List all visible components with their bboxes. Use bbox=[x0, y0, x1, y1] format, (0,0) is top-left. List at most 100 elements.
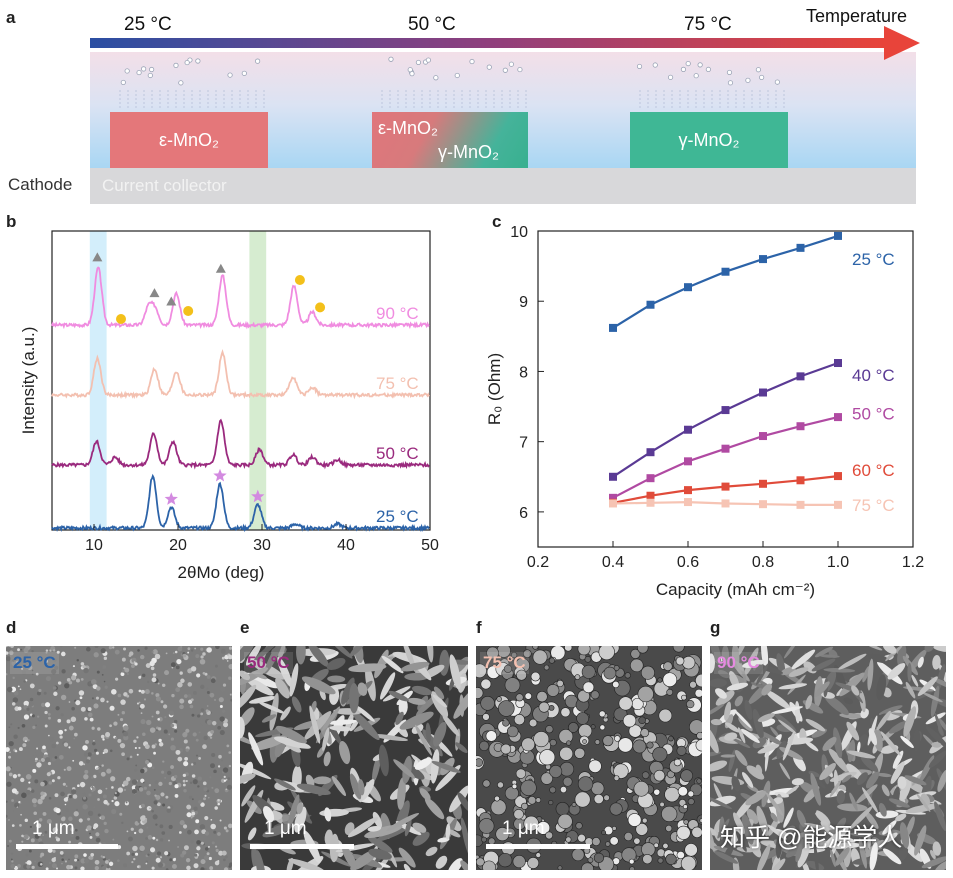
sem-plate bbox=[880, 731, 901, 756]
sem-grain bbox=[226, 744, 230, 748]
sem-plate bbox=[867, 653, 890, 663]
sem-grain bbox=[111, 646, 115, 649]
sem-grain bbox=[74, 828, 78, 832]
sem-grain bbox=[150, 666, 155, 671]
sem-grain bbox=[145, 663, 151, 668]
sem-grain bbox=[93, 774, 97, 779]
sem-grain bbox=[38, 818, 43, 822]
sem-plate bbox=[710, 718, 723, 726]
sem-grain bbox=[85, 740, 89, 744]
sem-plate bbox=[814, 681, 830, 698]
sem-cluster bbox=[503, 664, 513, 673]
sem-cluster bbox=[684, 843, 698, 857]
sem-grain bbox=[33, 811, 38, 816]
sem-grain bbox=[83, 853, 87, 857]
sem-grain bbox=[95, 832, 100, 837]
sem-grain bbox=[26, 864, 31, 869]
sem-flake bbox=[381, 655, 404, 674]
sem-grain bbox=[185, 748, 190, 752]
sem-cluster bbox=[482, 779, 491, 788]
sem-grain bbox=[206, 719, 213, 725]
sem-grain bbox=[60, 694, 67, 701]
sem-plate bbox=[932, 654, 941, 670]
sem-cluster bbox=[641, 817, 648, 824]
sem-plate bbox=[819, 654, 840, 658]
sem-grain bbox=[219, 705, 223, 708]
sem-plate bbox=[761, 683, 773, 696]
sem-cluster bbox=[515, 768, 527, 779]
sem-plate bbox=[734, 695, 743, 707]
sem-cluster bbox=[581, 862, 594, 870]
sem-grain bbox=[148, 783, 152, 787]
sem-plate bbox=[715, 688, 727, 699]
sem-cluster bbox=[535, 852, 542, 858]
sem-grain bbox=[191, 798, 194, 801]
sem-grain bbox=[155, 693, 160, 698]
sem-flake bbox=[349, 773, 362, 800]
sem-grain bbox=[35, 672, 39, 676]
sem-grain bbox=[21, 670, 27, 675]
sem-cluster bbox=[558, 729, 574, 744]
sem-cluster bbox=[637, 685, 654, 703]
r0-data-point bbox=[796, 372, 805, 381]
sem-grain bbox=[191, 713, 195, 717]
sem-grain bbox=[117, 713, 120, 716]
sem-cluster bbox=[557, 813, 573, 829]
sem-plate bbox=[876, 674, 887, 701]
sem-grain bbox=[38, 759, 41, 763]
sem-grain bbox=[6, 747, 10, 752]
sem-grain bbox=[198, 731, 201, 734]
sem-grain bbox=[68, 816, 73, 822]
sem-grain bbox=[211, 786, 214, 789]
sem-cluster bbox=[497, 852, 513, 868]
sem-grain bbox=[117, 738, 122, 743]
sem-grain bbox=[196, 673, 201, 678]
sem-grain bbox=[136, 736, 139, 739]
sem-grain bbox=[21, 834, 24, 838]
sem-cluster bbox=[557, 865, 563, 870]
sem-grain bbox=[23, 700, 30, 707]
sem-plate bbox=[796, 809, 807, 828]
sem-grain bbox=[177, 756, 183, 762]
sem-grain bbox=[217, 832, 221, 836]
sem-plate bbox=[770, 726, 780, 738]
sem-plate bbox=[814, 810, 831, 825]
sem-grain bbox=[199, 824, 206, 830]
sem-grain bbox=[138, 689, 142, 693]
sem-grain bbox=[54, 793, 59, 798]
sem-grain bbox=[151, 715, 154, 718]
sem-grain bbox=[222, 858, 226, 862]
sem-cluster bbox=[612, 680, 620, 689]
x-tick-label: 50 bbox=[421, 537, 439, 554]
sem-grain bbox=[220, 778, 226, 783]
sem-grain bbox=[164, 670, 170, 676]
ion-dot bbox=[745, 77, 751, 83]
sem-grain bbox=[225, 829, 229, 833]
sem-grain bbox=[131, 789, 137, 795]
sem-grain bbox=[126, 830, 129, 833]
sem-grain bbox=[223, 826, 227, 830]
sem-plate bbox=[710, 678, 727, 688]
sem-grain bbox=[55, 741, 59, 745]
sem-grain bbox=[37, 798, 43, 805]
sem-grain bbox=[190, 649, 194, 652]
xrd-chart: 90 °C 75 °C 50 °C 25 °C 10 20 30 40 50 2θMo (deg)… bbox=[19, 230, 439, 582]
sem-flake bbox=[240, 670, 250, 681]
sem-flake bbox=[355, 705, 375, 722]
sem-grain bbox=[142, 732, 146, 736]
sem-flake bbox=[240, 732, 254, 745]
sem-flake bbox=[349, 718, 360, 732]
sem-flake bbox=[331, 776, 347, 797]
sem-cluster bbox=[576, 712, 589, 725]
sem-grain bbox=[179, 698, 185, 704]
sem-grain bbox=[206, 705, 209, 707]
sem-plate bbox=[876, 772, 892, 778]
sem-cluster bbox=[524, 692, 532, 700]
sem-grain bbox=[139, 675, 142, 678]
sem-plate bbox=[876, 710, 891, 731]
sem-grain bbox=[196, 846, 201, 851]
ion-dot bbox=[227, 72, 233, 78]
sem-grain bbox=[140, 719, 146, 725]
sem-cluster bbox=[497, 781, 504, 789]
sem-cluster bbox=[560, 707, 571, 718]
